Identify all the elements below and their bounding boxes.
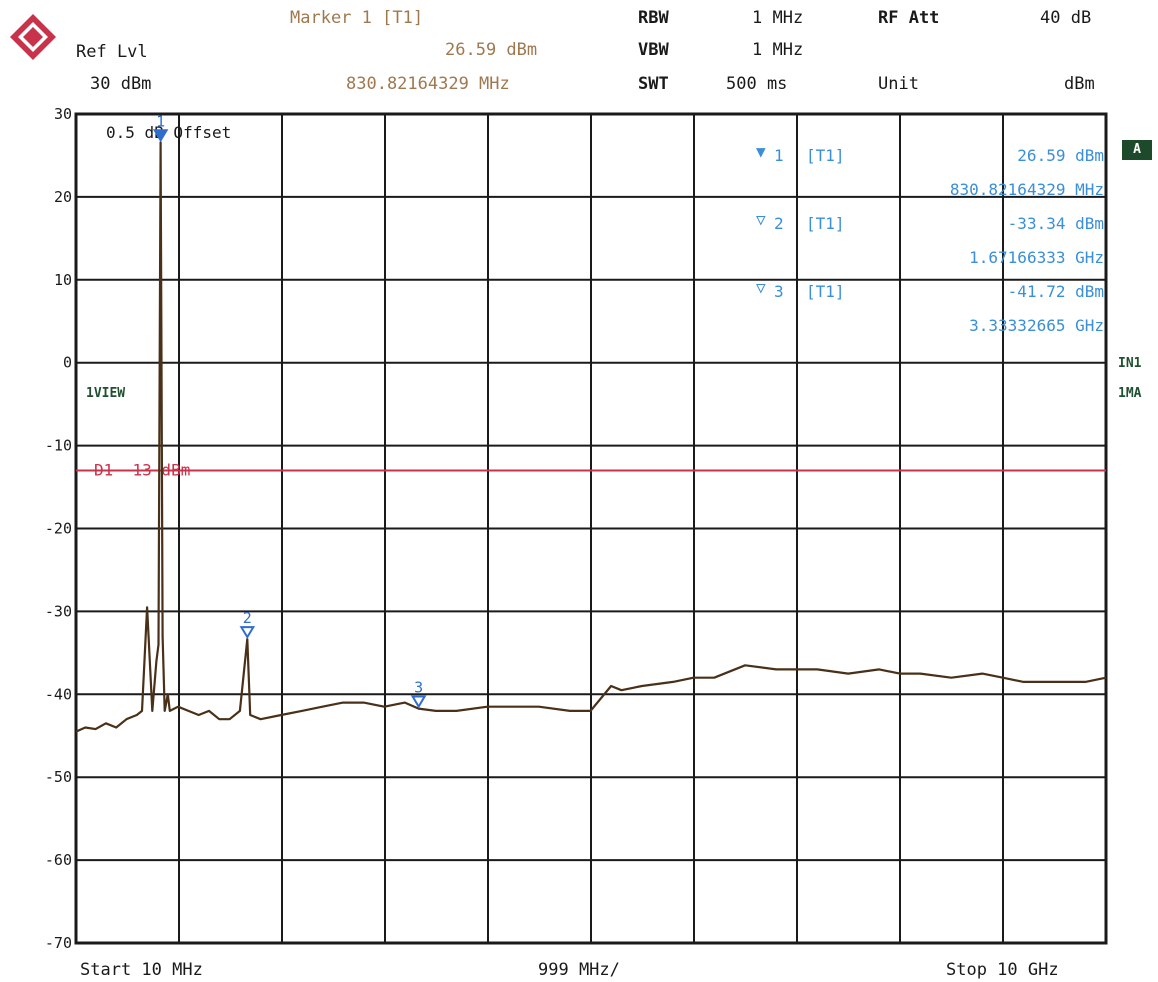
- y-tick-label: -30: [45, 602, 72, 620]
- y-tick-label: 30: [54, 105, 72, 123]
- marker-table-trace: [T1]: [806, 214, 845, 233]
- y-tick-label: -50: [45, 768, 72, 786]
- display-line-label: D1 -13 dBm: [94, 460, 190, 479]
- y-tick-label: -70: [45, 934, 72, 952]
- marker-level: 26.59 dBm: [445, 40, 538, 60]
- marker-table-trace: [T1]: [806, 146, 845, 165]
- stop-frequency: Stop 10 GHz: [946, 960, 1059, 980]
- ref-level-value: 30 dBm: [90, 74, 152, 94]
- offset-annotation: 0.5 dB Offset: [106, 123, 231, 142]
- marker-table-trace: [T1]: [806, 282, 845, 301]
- swt-label: SWT: [638, 74, 669, 94]
- y-tick-label: -20: [45, 520, 72, 538]
- marker-2-symbol: [239, 626, 256, 640]
- unit-label: Unit: [878, 74, 919, 94]
- marker-1-symbol: [152, 129, 169, 143]
- marker-table-level: -33.34 dBm: [1007, 214, 1104, 233]
- y-tick-label: -10: [45, 437, 72, 455]
- trace-a-badge: A: [1122, 140, 1152, 160]
- marker-table-symbol: ▽: [756, 210, 766, 229]
- marker-3-label: 3: [414, 679, 423, 697]
- ref-level-label: Ref Lvl: [76, 42, 148, 62]
- marker-table-number: 3: [774, 282, 784, 301]
- vbw-label: VBW: [638, 40, 669, 60]
- marker-table-frequency: 1.67166333 GHz: [969, 248, 1104, 267]
- view-indicator: 1VIEW: [86, 386, 126, 401]
- rf-att-label: RF Att: [878, 8, 940, 28]
- marker-table-frequency: 830.82164329 MHz: [949, 180, 1104, 199]
- marker-table-frequency: 3.33332665 GHz: [969, 316, 1104, 335]
- max-hold-indicator: 1MA: [1118, 386, 1142, 401]
- marker-3-symbol: [410, 695, 427, 709]
- swt-value: 500 ms: [726, 74, 788, 94]
- y-tick-label: 10: [54, 271, 72, 289]
- span-per-division: 999 MHz/: [538, 960, 620, 980]
- marker-table-level: -41.72 dBm: [1007, 282, 1104, 301]
- input-indicator: IN1: [1118, 356, 1142, 371]
- rbw-label: RBW: [638, 8, 669, 28]
- marker-table-number: 1: [774, 146, 784, 165]
- y-tick-label: -60: [45, 851, 72, 869]
- rbw-value: 1 MHz: [752, 8, 804, 28]
- marker-table-symbol: ▼: [756, 142, 766, 161]
- vbw-value: 1 MHz: [752, 40, 804, 60]
- y-tick-label: 20: [54, 188, 72, 206]
- y-tick-label: -40: [45, 685, 72, 703]
- marker-table-level: 26.59 dBm: [1017, 146, 1104, 165]
- marker-frequency: 830.82164329 MHz: [346, 74, 510, 94]
- unit-value: dBm: [1064, 74, 1095, 94]
- marker-table-number: 2: [774, 214, 784, 233]
- marker-table-symbol: ▽: [756, 278, 766, 297]
- rohde-schwarz-logo: [8, 12, 58, 62]
- marker-1-label: 1: [156, 112, 165, 130]
- trace-line: [75, 141, 1107, 733]
- marker-title: Marker 1 [T1]: [290, 8, 424, 28]
- rf-att-value: 40 dB: [1040, 8, 1092, 28]
- marker-2-label: 2: [243, 609, 252, 627]
- start-frequency: Start 10 MHz: [80, 960, 203, 980]
- y-tick-label: 0: [63, 354, 72, 372]
